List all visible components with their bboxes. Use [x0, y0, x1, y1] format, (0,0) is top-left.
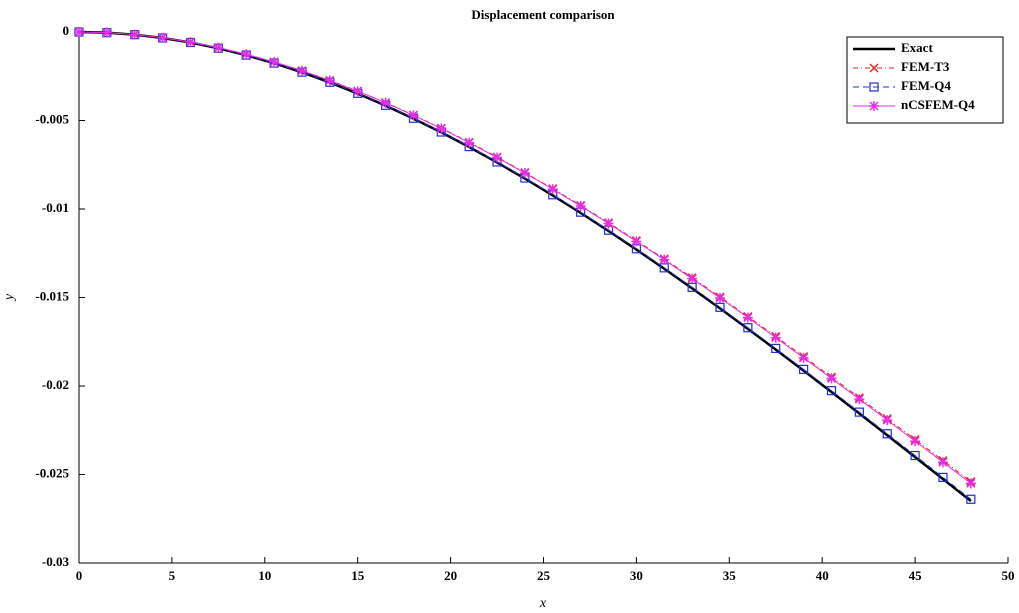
marker [798, 352, 809, 363]
x-tick-label: 0 [76, 568, 83, 583]
chart-title: Displacement comparison [471, 7, 615, 22]
marker [743, 323, 753, 333]
marker [547, 184, 558, 195]
marker [157, 32, 168, 43]
x-tick-label: 25 [537, 568, 551, 583]
marker [965, 478, 976, 489]
legend-marker [869, 101, 879, 111]
marker [436, 123, 447, 134]
marker [408, 110, 419, 121]
y-tick-label: -0.03 [42, 554, 70, 569]
legend-label: nCSFEM-Q4 [901, 97, 975, 112]
x-tick-label: 10 [258, 568, 271, 583]
marker [213, 42, 224, 53]
marker [185, 37, 196, 48]
marker [575, 201, 586, 212]
x-tick-label: 40 [816, 568, 829, 583]
marker [826, 373, 837, 384]
marker [826, 386, 837, 396]
y-tick-label: -0.01 [42, 200, 69, 215]
x-tick-label: 50 [1002, 568, 1015, 583]
y-tick-label: -0.025 [35, 465, 69, 480]
marker [659, 254, 670, 265]
y-tick-label: -0.005 [35, 111, 69, 126]
marker [715, 302, 725, 312]
y-axis-label: y [2, 293, 17, 302]
legend-box [846, 36, 1004, 124]
marker [296, 65, 307, 76]
marker [241, 49, 252, 60]
marker [966, 494, 976, 504]
marker [799, 364, 809, 374]
marker [937, 457, 948, 468]
x-tick-label: 15 [351, 568, 365, 583]
marker [854, 394, 865, 405]
marker [324, 75, 335, 86]
marker [770, 332, 781, 343]
legend-label: FEM-Q4 [901, 78, 951, 93]
legend-marker [869, 63, 879, 73]
marker [519, 168, 530, 179]
marker [910, 450, 920, 461]
marker [492, 152, 503, 163]
marker [715, 292, 726, 303]
x-tick-label: 30 [630, 568, 643, 583]
legend-label: Exact [901, 40, 933, 55]
marker [687, 273, 698, 284]
y-tick-label: 0 [63, 23, 70, 38]
x-axis-label: x [539, 596, 547, 611]
marker [882, 429, 892, 439]
marker [129, 29, 140, 40]
marker [742, 312, 753, 323]
marker [101, 27, 112, 38]
y-tick-label: -0.015 [35, 288, 69, 303]
marker [464, 137, 475, 148]
marker [854, 407, 864, 417]
legend-label: FEM-T3 [901, 59, 950, 74]
x-tick-label: 45 [909, 568, 923, 583]
marker [380, 97, 391, 108]
marker [771, 343, 781, 354]
x-tick-label: 20 [444, 568, 457, 583]
marker [74, 27, 84, 37]
marker [910, 436, 921, 447]
marker [938, 472, 948, 482]
marker [631, 236, 642, 247]
marker [603, 218, 614, 229]
x-tick-label: 35 [723, 568, 737, 583]
marker [352, 86, 363, 97]
legend-marker [869, 82, 879, 92]
x-tick-label: 5 [169, 568, 176, 583]
y-tick-label: -0.02 [42, 377, 69, 392]
marker [882, 415, 893, 426]
marker [269, 57, 280, 68]
